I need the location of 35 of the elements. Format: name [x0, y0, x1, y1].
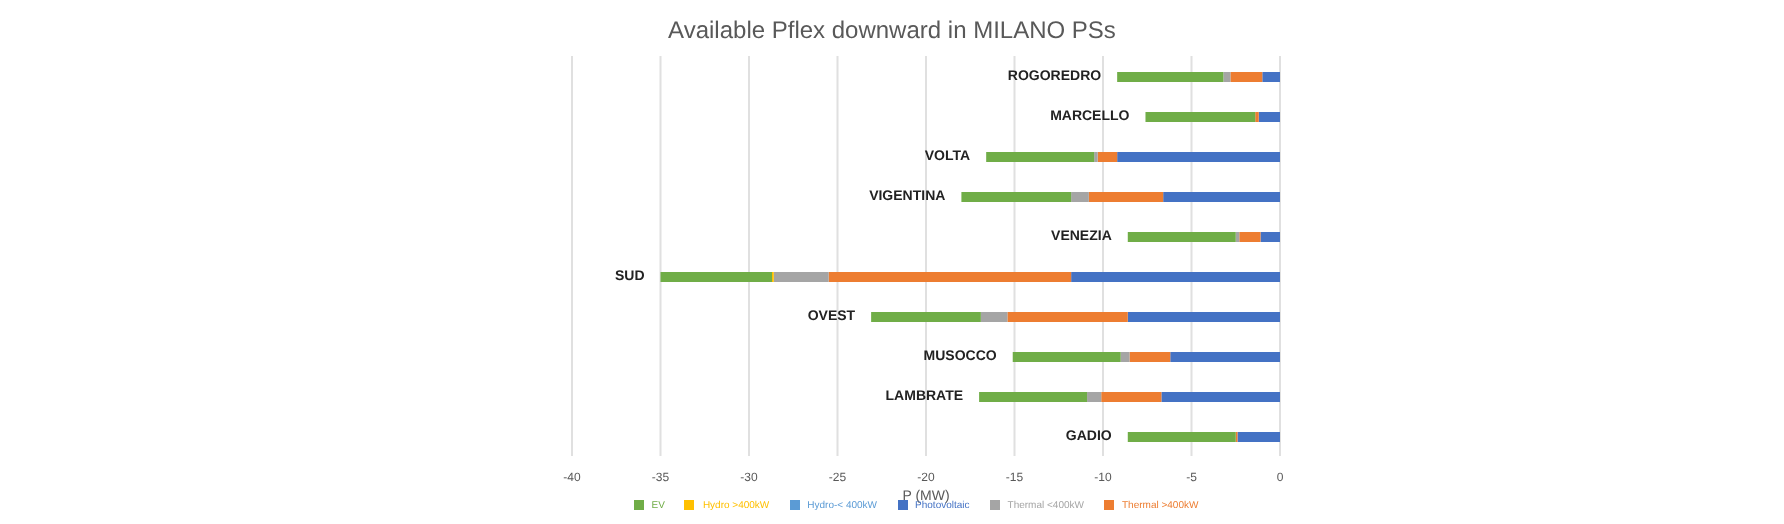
bar: [660, 272, 773, 282]
bar: [1239, 232, 1261, 242]
bar: [1258, 112, 1280, 122]
bar: [980, 312, 1008, 322]
bar: [1127, 232, 1236, 242]
bar: [1071, 192, 1089, 202]
bar: [1163, 192, 1280, 202]
bar: [961, 192, 1072, 202]
bar: [1117, 72, 1224, 82]
bar: [1170, 352, 1280, 362]
bar: [979, 392, 1088, 402]
bar: [1087, 392, 1102, 402]
bar: [871, 312, 981, 322]
bar: [1012, 352, 1121, 362]
bar: [1230, 72, 1263, 82]
bar: [1145, 112, 1256, 122]
bar: [1097, 152, 1118, 162]
bar: [1101, 392, 1162, 402]
bar: [1129, 352, 1171, 362]
bar: [1120, 352, 1130, 362]
bar: [1117, 152, 1280, 162]
bar: [1237, 432, 1280, 442]
bar: [828, 272, 1072, 282]
bar: [773, 272, 829, 282]
bar: [986, 152, 1095, 162]
bar: [1088, 192, 1164, 202]
bar: [1007, 312, 1128, 322]
bar: [1161, 392, 1280, 402]
bar: [1223, 72, 1231, 82]
bar: [1260, 232, 1280, 242]
chart-title: Available Pflex downward in MILANO PSs: [666, 16, 1118, 48]
bar: [1127, 312, 1280, 322]
bar: [1071, 272, 1280, 282]
bar: [1262, 72, 1280, 82]
bar: [1127, 432, 1236, 442]
